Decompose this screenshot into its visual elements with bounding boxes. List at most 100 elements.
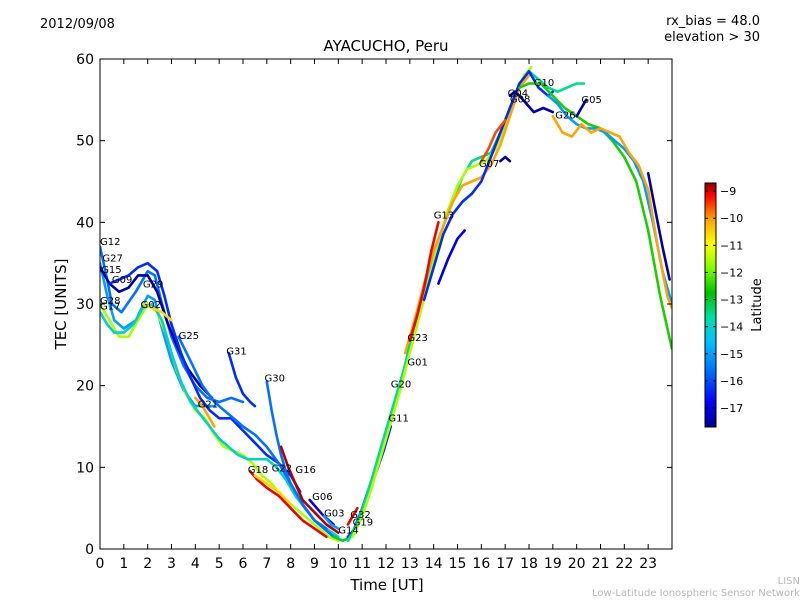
colorbar-tick-label: −17	[720, 402, 743, 415]
satellite-label-g15: G15	[101, 265, 121, 276]
satellite-label-g03: G03	[324, 508, 344, 519]
series-line-g16	[279, 445, 340, 534]
x-tick-label: 1	[119, 556, 128, 572]
series-line-g20	[346, 70, 586, 543]
series-line-g25	[177, 335, 328, 530]
series-line-g05	[575, 98, 588, 118]
satellite-label-g14: G14	[338, 526, 358, 537]
footer-credit: LISN Low-Latitude Ionospheric Sensor Net…	[592, 576, 800, 600]
x-tick-label: 6	[239, 556, 248, 572]
latitude-colorbar: −9 −10 −11 −12 −13 −14 −15 −16 −17 Latitude	[704, 182, 765, 428]
x-tick-label: 22	[615, 556, 633, 572]
x-tick-label: 18	[520, 556, 538, 572]
series-line-g07	[422, 70, 555, 302]
x-tick-label: 15	[449, 556, 467, 572]
satellite-label-g10: G10	[534, 78, 554, 89]
satellite-label-g06: G06	[312, 492, 332, 503]
satellite-label-g32: G32	[350, 510, 370, 521]
series-line-g09	[108, 261, 302, 494]
x-tick-label: 13	[401, 556, 419, 572]
satellite-label-g01: G01	[407, 357, 427, 368]
series-line-g31	[227, 351, 257, 408]
x-tick-label: 21	[592, 556, 610, 572]
y-axis-label: TEC [UNITS]	[52, 259, 70, 351]
x-tick-label: 16	[472, 556, 490, 572]
series-line-g02b	[646, 172, 671, 281]
satellite-label-g08: G08	[510, 94, 530, 105]
x-axis-label: Time [UT]	[349, 576, 423, 594]
x-tick-label: 8	[286, 556, 295, 572]
satellite-label-g31: G31	[226, 347, 246, 358]
series-group	[100, 65, 672, 543]
y-tick-label: 0	[85, 542, 94, 558]
series-line-g13	[408, 221, 440, 343]
footer-line1: LISN	[777, 576, 800, 587]
series-line-g04	[480, 119, 507, 163]
satellite-label-g26: G26	[555, 111, 575, 122]
satellite-label-g02: G02	[141, 300, 161, 311]
colorbar-tick-label: −10	[720, 212, 743, 225]
colorbar-tick-label: −11	[720, 239, 743, 252]
x-tick-label: 2	[143, 556, 152, 572]
colorbar-tick-label: −13	[720, 294, 743, 307]
series-line-g23	[403, 74, 531, 355]
satellite-label-g13: G13	[434, 210, 454, 221]
satellite-label-g29: G29	[143, 280, 163, 291]
axes-group: 0 1 2 3 4 5 6 7 8 9 10 11 12 13 14 15 16 17 18 19 20 21 22 2301…	[76, 52, 673, 572]
satellite-label-g12: G12	[100, 237, 120, 248]
series-line-g13b	[437, 229, 466, 285]
satellite-label-g28: G28	[100, 296, 120, 307]
colorbar-tick-label: −15	[720, 348, 743, 361]
satellite-label-g09: G09	[112, 275, 132, 286]
series-line-g02	[141, 302, 173, 322]
series-line-g22	[253, 474, 292, 506]
x-tick-label: 5	[215, 556, 224, 572]
x-tick-label: 23	[639, 556, 657, 572]
colorbar-label: Latitude	[750, 278, 765, 332]
series-line-g15	[100, 266, 214, 400]
y-tick-label: 40	[76, 215, 94, 231]
y-tick-label: 50	[76, 134, 94, 150]
series-line-g17	[100, 302, 340, 539]
series-line-g03	[322, 515, 340, 530]
satellite-label-g27: G27	[102, 254, 122, 265]
satellite-label-g18: G18	[248, 465, 268, 476]
series-line-g06b	[508, 90, 555, 114]
footer-line2: Low-Latitude Ionospheric Sensor Network	[592, 588, 800, 599]
x-tick-label: 7	[262, 556, 271, 572]
colorbar-tick-label: −9	[720, 185, 736, 198]
y-tick-label: 60	[76, 52, 94, 68]
satellite-label-g07: G07	[479, 159, 499, 170]
x-tick-label: 14	[425, 556, 443, 572]
colorbar-tick-label: −12	[720, 266, 743, 279]
series-line-g30	[265, 380, 335, 539]
colorbar-tick-label: −16	[720, 375, 743, 388]
series-line-g10	[499, 155, 512, 163]
x-tick-label: 0	[96, 556, 105, 572]
satellite-label-g05: G05	[581, 95, 601, 106]
satellite-label-g19: G19	[353, 517, 373, 528]
series-line-g21	[194, 396, 216, 428]
date-label: 2012/09/08	[40, 17, 115, 32]
y-tick-label: 30	[76, 297, 94, 313]
x-tick-label: 9	[310, 556, 319, 572]
series-line-g18	[248, 470, 328, 539]
colorbar-tick-label: −14	[720, 321, 743, 334]
x-tick-label: 10	[329, 556, 347, 572]
satellite-label-g04: G04	[508, 89, 528, 100]
x-tick-label: 17	[496, 556, 514, 572]
y-tick-label: 20	[76, 379, 94, 395]
satellite-label-g20: G20	[391, 379, 411, 390]
plot-frame	[99, 58, 673, 550]
x-tick-label: 3	[167, 556, 176, 572]
colorbar-ticks: −9 −10 −11 −12 −13 −14 −15 −16 −17	[705, 185, 743, 415]
colorbar-gradient	[704, 182, 717, 428]
plot-parameters: rx_bias = 48.0 elevation > 30	[664, 14, 760, 46]
satellite-label-g17: G17	[100, 302, 120, 313]
x-tick-label: 11	[353, 556, 371, 572]
rx-bias-label: rx_bias = 48.0	[666, 14, 760, 29]
series-line-g29	[100, 302, 340, 543]
satellite-label-g30: G30	[265, 374, 285, 385]
